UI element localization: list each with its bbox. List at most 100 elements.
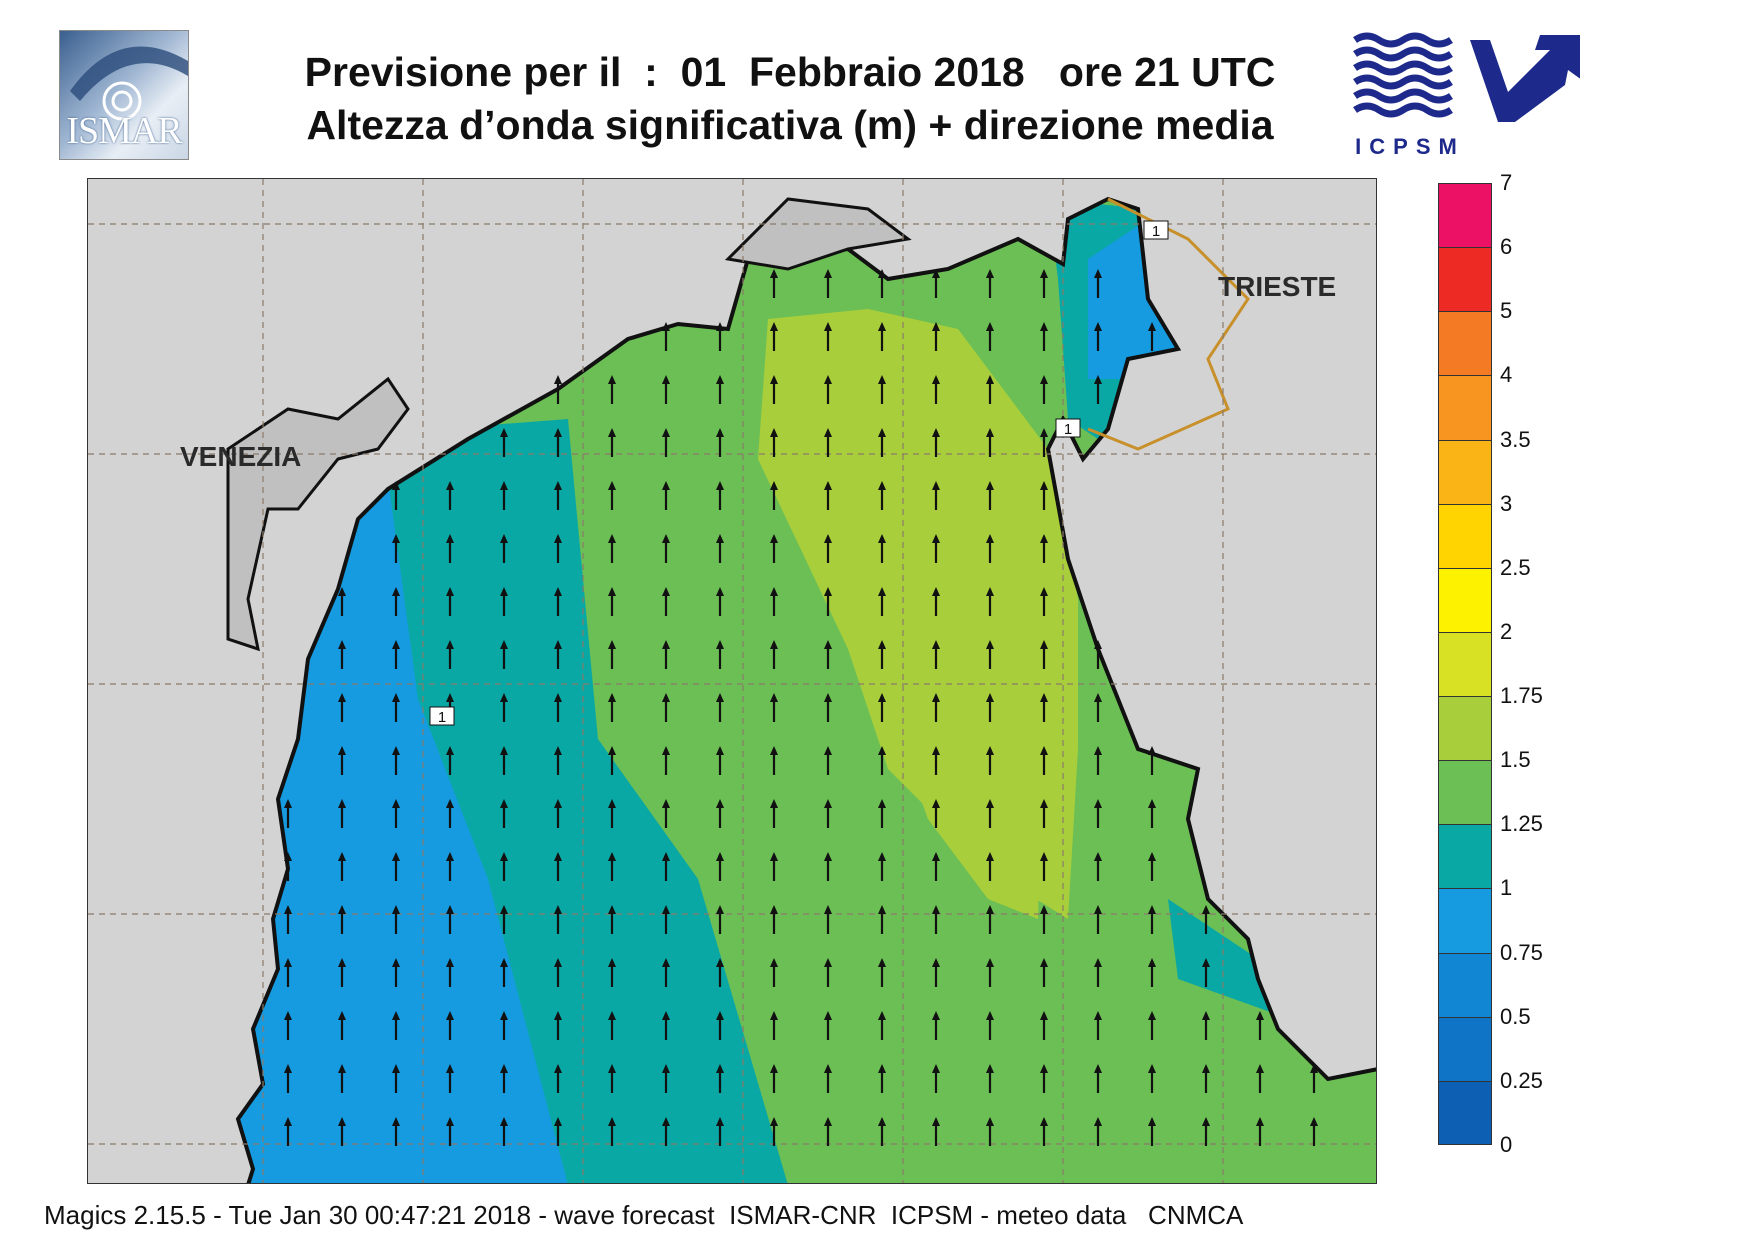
wave-direction-arrow	[932, 799, 940, 828]
wave-direction-arrow	[662, 534, 670, 563]
wave-direction-arrow	[716, 1011, 724, 1040]
wave-direction-arrow	[338, 587, 346, 616]
wave-direction-arrow	[716, 375, 724, 404]
wave-direction-arrow	[554, 746, 562, 775]
ismar-logo-text: ISMAR	[66, 110, 182, 152]
wave-direction-arrow	[500, 640, 508, 669]
wave-direction-arrow	[770, 1117, 778, 1146]
wave-direction-arrow	[608, 1011, 616, 1040]
wave-direction-arrow	[392, 693, 400, 722]
legend-swatch	[1438, 503, 1492, 568]
wave-height-field: 1 1 1	[88, 179, 1376, 1183]
wave-direction-arrow	[1148, 746, 1156, 775]
svg-text:1: 1	[1152, 223, 1160, 240]
wave-direction-arrow	[608, 799, 616, 828]
wave-direction-arrow	[824, 534, 832, 563]
legend-label: 3.5	[1500, 426, 1531, 452]
wave-direction-arrow	[986, 958, 994, 987]
wave-direction-arrow	[716, 640, 724, 669]
wave-direction-arrow	[986, 1117, 994, 1146]
wave-direction-arrow	[770, 269, 778, 298]
wave-direction-arrow	[1040, 269, 1048, 298]
wave-direction-arrow	[446, 799, 454, 828]
wave-direction-arrow	[824, 958, 832, 987]
legend-swatch	[1438, 760, 1492, 825]
wave-direction-arrow	[986, 322, 994, 351]
wave-direction-arrow	[554, 1117, 562, 1146]
wave-direction-arrow	[446, 1117, 454, 1146]
wave-direction-arrow	[662, 481, 670, 510]
wave-direction-arrow	[770, 481, 778, 510]
wave-direction-arrow	[554, 1064, 562, 1093]
wave-direction-arrow	[338, 640, 346, 669]
wave-direction-arrow	[878, 852, 886, 881]
wave-direction-arrow	[986, 428, 994, 457]
wave-direction-arrow	[500, 693, 508, 722]
legend-label: 3	[1500, 490, 1513, 516]
wave-direction-arrow	[878, 481, 886, 510]
color-legend-labels: 0 0.25 0.5 0.75 1 1.25 1.5 1.75 2 2.5 3 3.5 4 5 6 7	[1500, 170, 1580, 1157]
wave-direction-arrow	[1040, 852, 1048, 881]
wave-direction-arrow	[716, 958, 724, 987]
wave-direction-arrow	[662, 799, 670, 828]
wave-direction-arrow	[878, 693, 886, 722]
wave-direction-arrow	[1094, 375, 1102, 404]
legend-label: 1	[1500, 875, 1513, 901]
wave-direction-arrow	[608, 693, 616, 722]
wave-direction-arrow	[1040, 534, 1048, 563]
wave-direction-arrow	[878, 746, 886, 775]
wave-direction-arrow	[878, 534, 886, 563]
legend-label: 4	[1500, 362, 1513, 388]
wave-direction-arrow	[446, 958, 454, 987]
ismar-logo-icon	[70, 46, 188, 121]
wave-direction-arrow	[932, 534, 940, 563]
wave-direction-arrow	[716, 799, 724, 828]
legend-label: 0.5	[1500, 1003, 1531, 1029]
wave-direction-arrow	[1040, 1117, 1048, 1146]
title-line-2: Altezza d’onda significativa (m) + direz…	[306, 102, 1274, 148]
wave-direction-arrow	[392, 1064, 400, 1093]
wave-direction-arrow	[446, 587, 454, 616]
wave-direction-arrow	[932, 322, 940, 351]
wave-direction-arrow	[500, 1064, 508, 1093]
wave-direction-arrow	[1094, 958, 1102, 987]
wave-direction-arrow	[392, 640, 400, 669]
legend-label: 1.5	[1500, 747, 1531, 773]
wave-direction-arrow	[932, 746, 940, 775]
wave-direction-arrow	[446, 640, 454, 669]
wave-direction-arrow	[986, 375, 994, 404]
wave-direction-arrow	[770, 428, 778, 457]
legend-swatch	[1438, 824, 1492, 889]
wave-direction-arrow	[1310, 1064, 1318, 1093]
legend-swatch	[1438, 631, 1492, 697]
wave-direction-arrow	[770, 958, 778, 987]
wave-direction-arrow	[1148, 905, 1156, 934]
legend-label: 7	[1500, 170, 1513, 195]
wave-direction-arrow	[770, 534, 778, 563]
wave-direction-arrow	[1148, 958, 1156, 987]
wave-direction-arrow	[1040, 958, 1048, 987]
wave-direction-arrow	[608, 958, 616, 987]
wave-direction-arrow	[1040, 428, 1048, 457]
wave-direction-arrow	[878, 1117, 886, 1146]
wave-direction-arrow	[1040, 799, 1048, 828]
legend-swatch	[1438, 1080, 1492, 1145]
wave-direction-arrow	[716, 905, 724, 934]
wave-direction-arrow	[770, 1064, 778, 1093]
legend-label: 2	[1500, 618, 1513, 644]
wave-direction-arrow	[1148, 799, 1156, 828]
wave-direction-arrow	[986, 1011, 994, 1040]
wave-direction-arrow	[392, 746, 400, 775]
title-line-1: Previsione per il : 01 Febbraio 2018 ore…	[304, 49, 1276, 95]
wave-direction-arrow	[986, 587, 994, 616]
wave-direction-arrow	[770, 693, 778, 722]
wave-direction-arrow	[554, 693, 562, 722]
icpsm-logo-icon	[1353, 32, 1585, 122]
wave-direction-arrow	[1040, 322, 1048, 351]
wave-direction-arrow	[1094, 640, 1102, 669]
wave-direction-arrow	[500, 799, 508, 828]
wave-direction-arrow	[338, 1117, 346, 1146]
wave-direction-arrow	[1040, 746, 1048, 775]
wave-direction-arrow	[500, 587, 508, 616]
page-title: Previsione per il : 01 Febbraio 2018 ore…	[225, 46, 1355, 152]
